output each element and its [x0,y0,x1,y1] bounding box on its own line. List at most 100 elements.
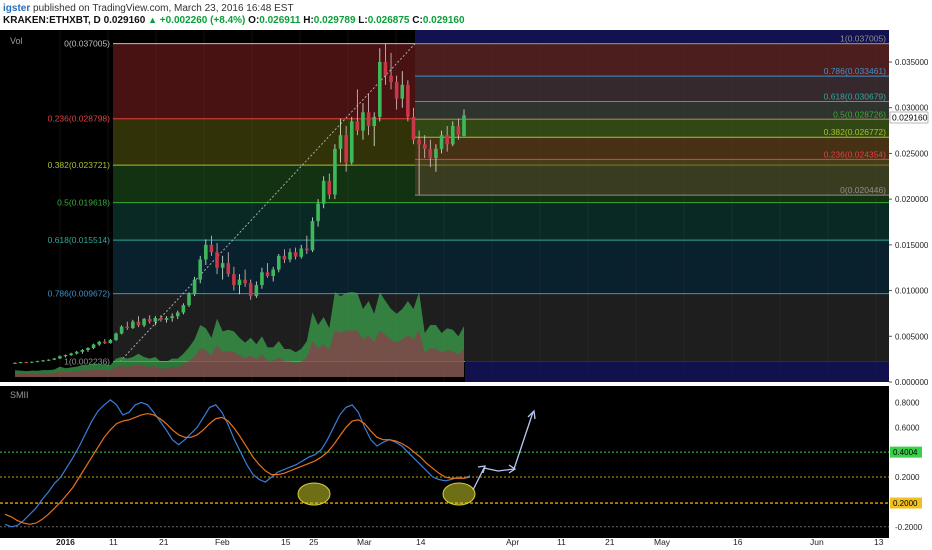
candle-body [164,318,169,320]
candle-body [187,294,191,306]
minor-fib-top-band [415,30,889,44]
price-axis[interactable]: 0.035000 0.030000 0.025000 0.020000 0.015000… [889,58,929,387]
annotation-ellipses[interactable] [297,482,476,506]
time-axis[interactable]: 2016 11 21 Feb 15 25 Mar 14 Apr 11 21 May 16 Jun 13 [56,537,884,547]
price-axis-label: 0.020000 [895,195,929,204]
time-axis-label: Mar [357,537,372,547]
symbol-label[interactable]: KRAKEN:ETHXBT, D [3,15,101,26]
candle-body [131,321,135,329]
candle-body [378,62,382,117]
time-axis-label: 21 [159,537,169,547]
fib-level-label: 0.382(0.023721) [48,160,111,170]
candle-body [439,135,444,149]
smi-axis-label: -0.2000 [895,523,923,532]
candle-body [198,259,203,280]
candle-body [417,139,421,145]
price-axis-label: 0.025000 [895,149,929,158]
candle-body [406,84,410,117]
annotation-arrows[interactable] [472,409,536,491]
candle-body [35,361,40,363]
symbol-bar: KRAKEN:ETHXBT, D 0.029160 ▲ +0.002260 (+… [3,15,465,26]
price-axis-label: 0.000000 [895,378,929,387]
time-axis-label: Apr [506,537,519,547]
candle-body [389,75,393,83]
smi-pane[interactable] [0,386,889,538]
smi-axis-label: 0.6000 [895,423,920,432]
chart-area[interactable]: 0(0.037005) 0.236(0.028798) 0.382(0.023721… [0,28,932,550]
ohlc-low: 0.026875 [367,15,410,26]
smi-series [4,399,471,528]
candle-body [383,62,388,76]
candle-body [215,252,219,268]
minor-fib-label: 0.618(0.030679) [824,92,887,102]
annotation-arrow-path[interactable] [472,411,534,491]
candle-body [24,362,29,364]
fib-level-label: 0.5(0.019618) [57,198,110,208]
candle-body [170,316,174,318]
last-price-value: 0.029160 [892,113,928,123]
candle-body [52,358,57,360]
ohlc-high: 0.029789 [313,15,356,26]
volume-area [15,292,464,377]
candle-body [355,121,360,131]
candle-body [226,263,231,275]
candle-body [192,279,197,295]
candle-body [58,356,62,359]
candle-body [153,318,158,322]
candle-body [316,203,320,222]
candle-body [434,148,438,158]
time-axis-label: 14 [416,537,426,547]
candle-body [248,283,253,297]
candle-body [394,82,399,99]
candle-body [237,279,242,286]
time-axis-label: 13 [874,537,884,547]
minor-fib-label: 0.5(0.028726) [833,109,886,119]
candle-body [372,116,376,126]
candle-body [175,312,180,317]
candle-body [103,341,107,344]
candle-body [293,252,298,257]
time-axis-label: May [654,537,671,547]
candle-body [91,344,96,348]
candle-body [260,272,264,286]
candle-body [86,347,90,350]
candle-body [41,360,45,362]
last-price-tag: 0.029160 [889,111,929,124]
fib-band [113,202,889,241]
candle-body [422,144,427,149]
candle-body [445,135,449,145]
candle-body [181,305,186,313]
time-axis-label: 21 [605,537,615,547]
fib-retracement-minor[interactable]: 1(0.037005) 0.786(0.033461) 0.618(0.030679… [415,30,889,196]
smi-axis-label: 0.2000 [895,473,920,482]
annotation-ellipse-2[interactable] [442,482,476,506]
candle-body [344,135,348,163]
candle-body [276,255,281,270]
time-axis-label: Feb [215,537,230,547]
candle-body [456,126,461,136]
minor-fib-label: 0.236(0.024354) [824,149,887,159]
publish-info: igster published on TradingView.com, Mar… [3,3,294,14]
candle-body [13,362,17,364]
ohlc-low-label: L: [358,15,368,26]
candle-body [142,318,146,326]
candle-body [271,269,275,276]
candle-body [299,248,304,257]
fib-trend-line[interactable] [119,43,416,362]
minor-fib-label: 0.786(0.033461) [824,66,887,76]
candle-body [349,121,354,163]
candle-body [125,326,130,329]
candle-body [119,326,124,334]
annotation-ellipse-1[interactable] [297,482,331,506]
author-name[interactable]: igster [3,3,31,14]
price-axis-label: 0.015000 [895,241,929,250]
candle-body [46,359,51,361]
arrow-head-icon [477,465,486,474]
candle-body [159,318,163,320]
ohlc-high-label: H: [303,15,314,26]
candle-body [30,361,34,363]
candle-body [327,180,332,195]
candle-body [411,116,416,140]
ohlc-close-label: C: [412,15,423,26]
candle-body [310,221,315,251]
